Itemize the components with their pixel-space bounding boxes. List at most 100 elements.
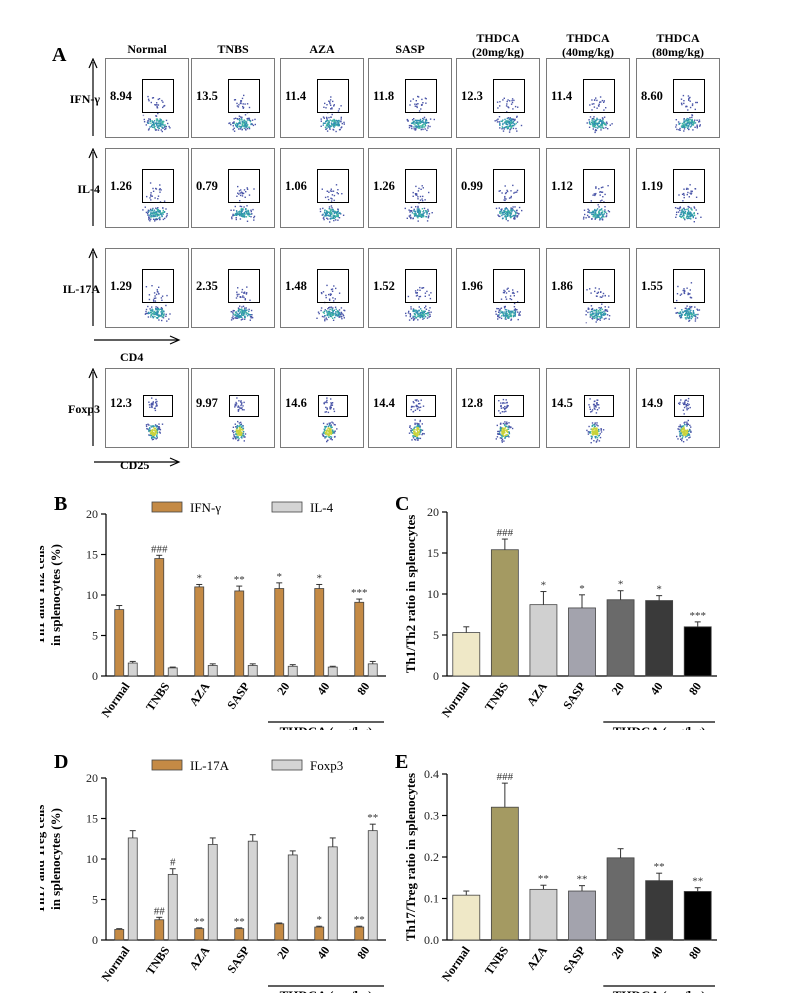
bar xyxy=(452,632,481,677)
flow-plot: 14.6 xyxy=(280,368,364,448)
panel-letter: E xyxy=(395,751,408,773)
bar xyxy=(207,665,218,677)
gate-box xyxy=(673,269,705,303)
gate-percentage: 14.5 xyxy=(551,396,573,410)
flow-plot: 1.06 xyxy=(280,148,364,228)
category-label: AZA xyxy=(524,943,550,972)
significance-mark: * xyxy=(317,572,323,584)
y-tick-label: 5 xyxy=(433,628,439,642)
event-dots xyxy=(142,95,171,133)
category-label: Normal xyxy=(439,679,473,720)
legend-swatch xyxy=(271,501,303,513)
bar xyxy=(490,549,519,677)
category-label: TNBS xyxy=(143,679,173,713)
gate-percentage: 8.94 xyxy=(110,89,132,103)
column-header: THDCA (40mg/kg) xyxy=(562,31,614,59)
category-label: AZA xyxy=(186,679,212,708)
bar xyxy=(247,665,258,677)
y-tick-label: 10 xyxy=(427,587,439,601)
gate-box xyxy=(317,169,349,203)
bar xyxy=(234,590,245,677)
bar xyxy=(327,846,338,941)
group-label: THDCA (mg/kg) xyxy=(613,724,706,730)
bar xyxy=(683,891,712,941)
gate-box xyxy=(143,395,173,417)
category-label: SASP xyxy=(224,680,252,712)
significance-mark: * xyxy=(656,584,662,596)
event-dots xyxy=(404,185,433,222)
y-tick-label: 0.3 xyxy=(424,809,439,823)
significance-mark: ### xyxy=(497,771,514,783)
event-dots xyxy=(582,185,611,221)
legend-label: IFN-γ xyxy=(190,500,221,515)
flow-plot: 14.9 xyxy=(636,368,720,448)
event-dots xyxy=(495,184,523,222)
gate-percentage: 11.4 xyxy=(285,89,307,103)
bar xyxy=(287,665,298,677)
bar xyxy=(354,926,365,941)
event-dots xyxy=(405,286,432,321)
row-label: IL-4 xyxy=(77,182,100,196)
flow-plot: 1.48 xyxy=(280,248,364,328)
flow-plot: 1.96 xyxy=(456,248,540,328)
event-dots xyxy=(320,96,345,133)
event-dots xyxy=(495,398,514,443)
y-tick-label: 10 xyxy=(86,588,98,602)
gate-percentage: 1.12 xyxy=(551,179,573,193)
x-axis-label: CD4 xyxy=(120,350,144,364)
gate-box xyxy=(405,169,437,203)
gate-box xyxy=(493,169,525,203)
significance-mark: ### xyxy=(151,543,168,555)
gate-percentage: 14.9 xyxy=(641,396,663,410)
flow-plot: 2.35 xyxy=(191,248,275,328)
row-label: Foxp3 xyxy=(67,402,100,416)
significance-mark: * xyxy=(277,571,283,583)
flow-plot: 1.26 xyxy=(105,148,189,228)
group-label: THDCA (mg/kg) xyxy=(280,724,373,730)
y-tick-label: 15 xyxy=(86,548,98,562)
gate-box xyxy=(674,395,704,417)
y-axis-arrow xyxy=(88,248,98,326)
x-axis-label: CD25 xyxy=(120,458,150,472)
event-dots xyxy=(321,397,338,443)
gate-box xyxy=(673,169,705,203)
bar xyxy=(207,844,218,941)
flow-plot: 1.86 xyxy=(546,248,630,328)
significance-mark: *** xyxy=(351,587,368,599)
column-header: SASP xyxy=(395,42,425,56)
gate-box xyxy=(583,79,615,113)
event-dots xyxy=(494,97,523,133)
y-tick-label: 0.1 xyxy=(424,892,439,906)
gate-percentage: 8.60 xyxy=(641,89,663,103)
category-label: AZA xyxy=(186,943,212,972)
bar xyxy=(114,929,125,941)
gate-box xyxy=(142,169,174,203)
significance-mark: ** xyxy=(354,914,365,926)
column-header: THDCA (20mg/kg) xyxy=(472,31,524,59)
gate-percentage: 12.3 xyxy=(461,89,483,103)
legend-swatch xyxy=(151,759,183,771)
event-dots xyxy=(230,286,254,321)
y-axis-label: in splenocytes (%) xyxy=(48,544,63,646)
gate-box xyxy=(406,395,436,417)
legend-label: IL-17A xyxy=(190,758,230,773)
category-label: 80 xyxy=(354,680,372,698)
category-label: 20 xyxy=(274,944,292,962)
panel-letter: D xyxy=(54,751,68,773)
row-label: IL-17A xyxy=(62,282,100,296)
gate-box xyxy=(494,395,524,417)
bar xyxy=(568,890,596,941)
bar xyxy=(194,586,205,677)
significance-mark: * xyxy=(317,914,323,926)
event-dots xyxy=(675,94,701,132)
bar xyxy=(606,599,635,677)
category-label: Normal xyxy=(98,679,132,720)
event-dots xyxy=(586,96,613,134)
y-axis-label: Th1/Th2 ratio in splenocytes xyxy=(403,515,418,674)
flow-plot: 0.79 xyxy=(191,148,275,228)
y-tick-label: 15 xyxy=(86,812,98,826)
gate-percentage: 1.26 xyxy=(373,179,395,193)
bar xyxy=(127,837,138,941)
gate-percentage: 14.6 xyxy=(285,396,307,410)
bar xyxy=(247,840,258,941)
